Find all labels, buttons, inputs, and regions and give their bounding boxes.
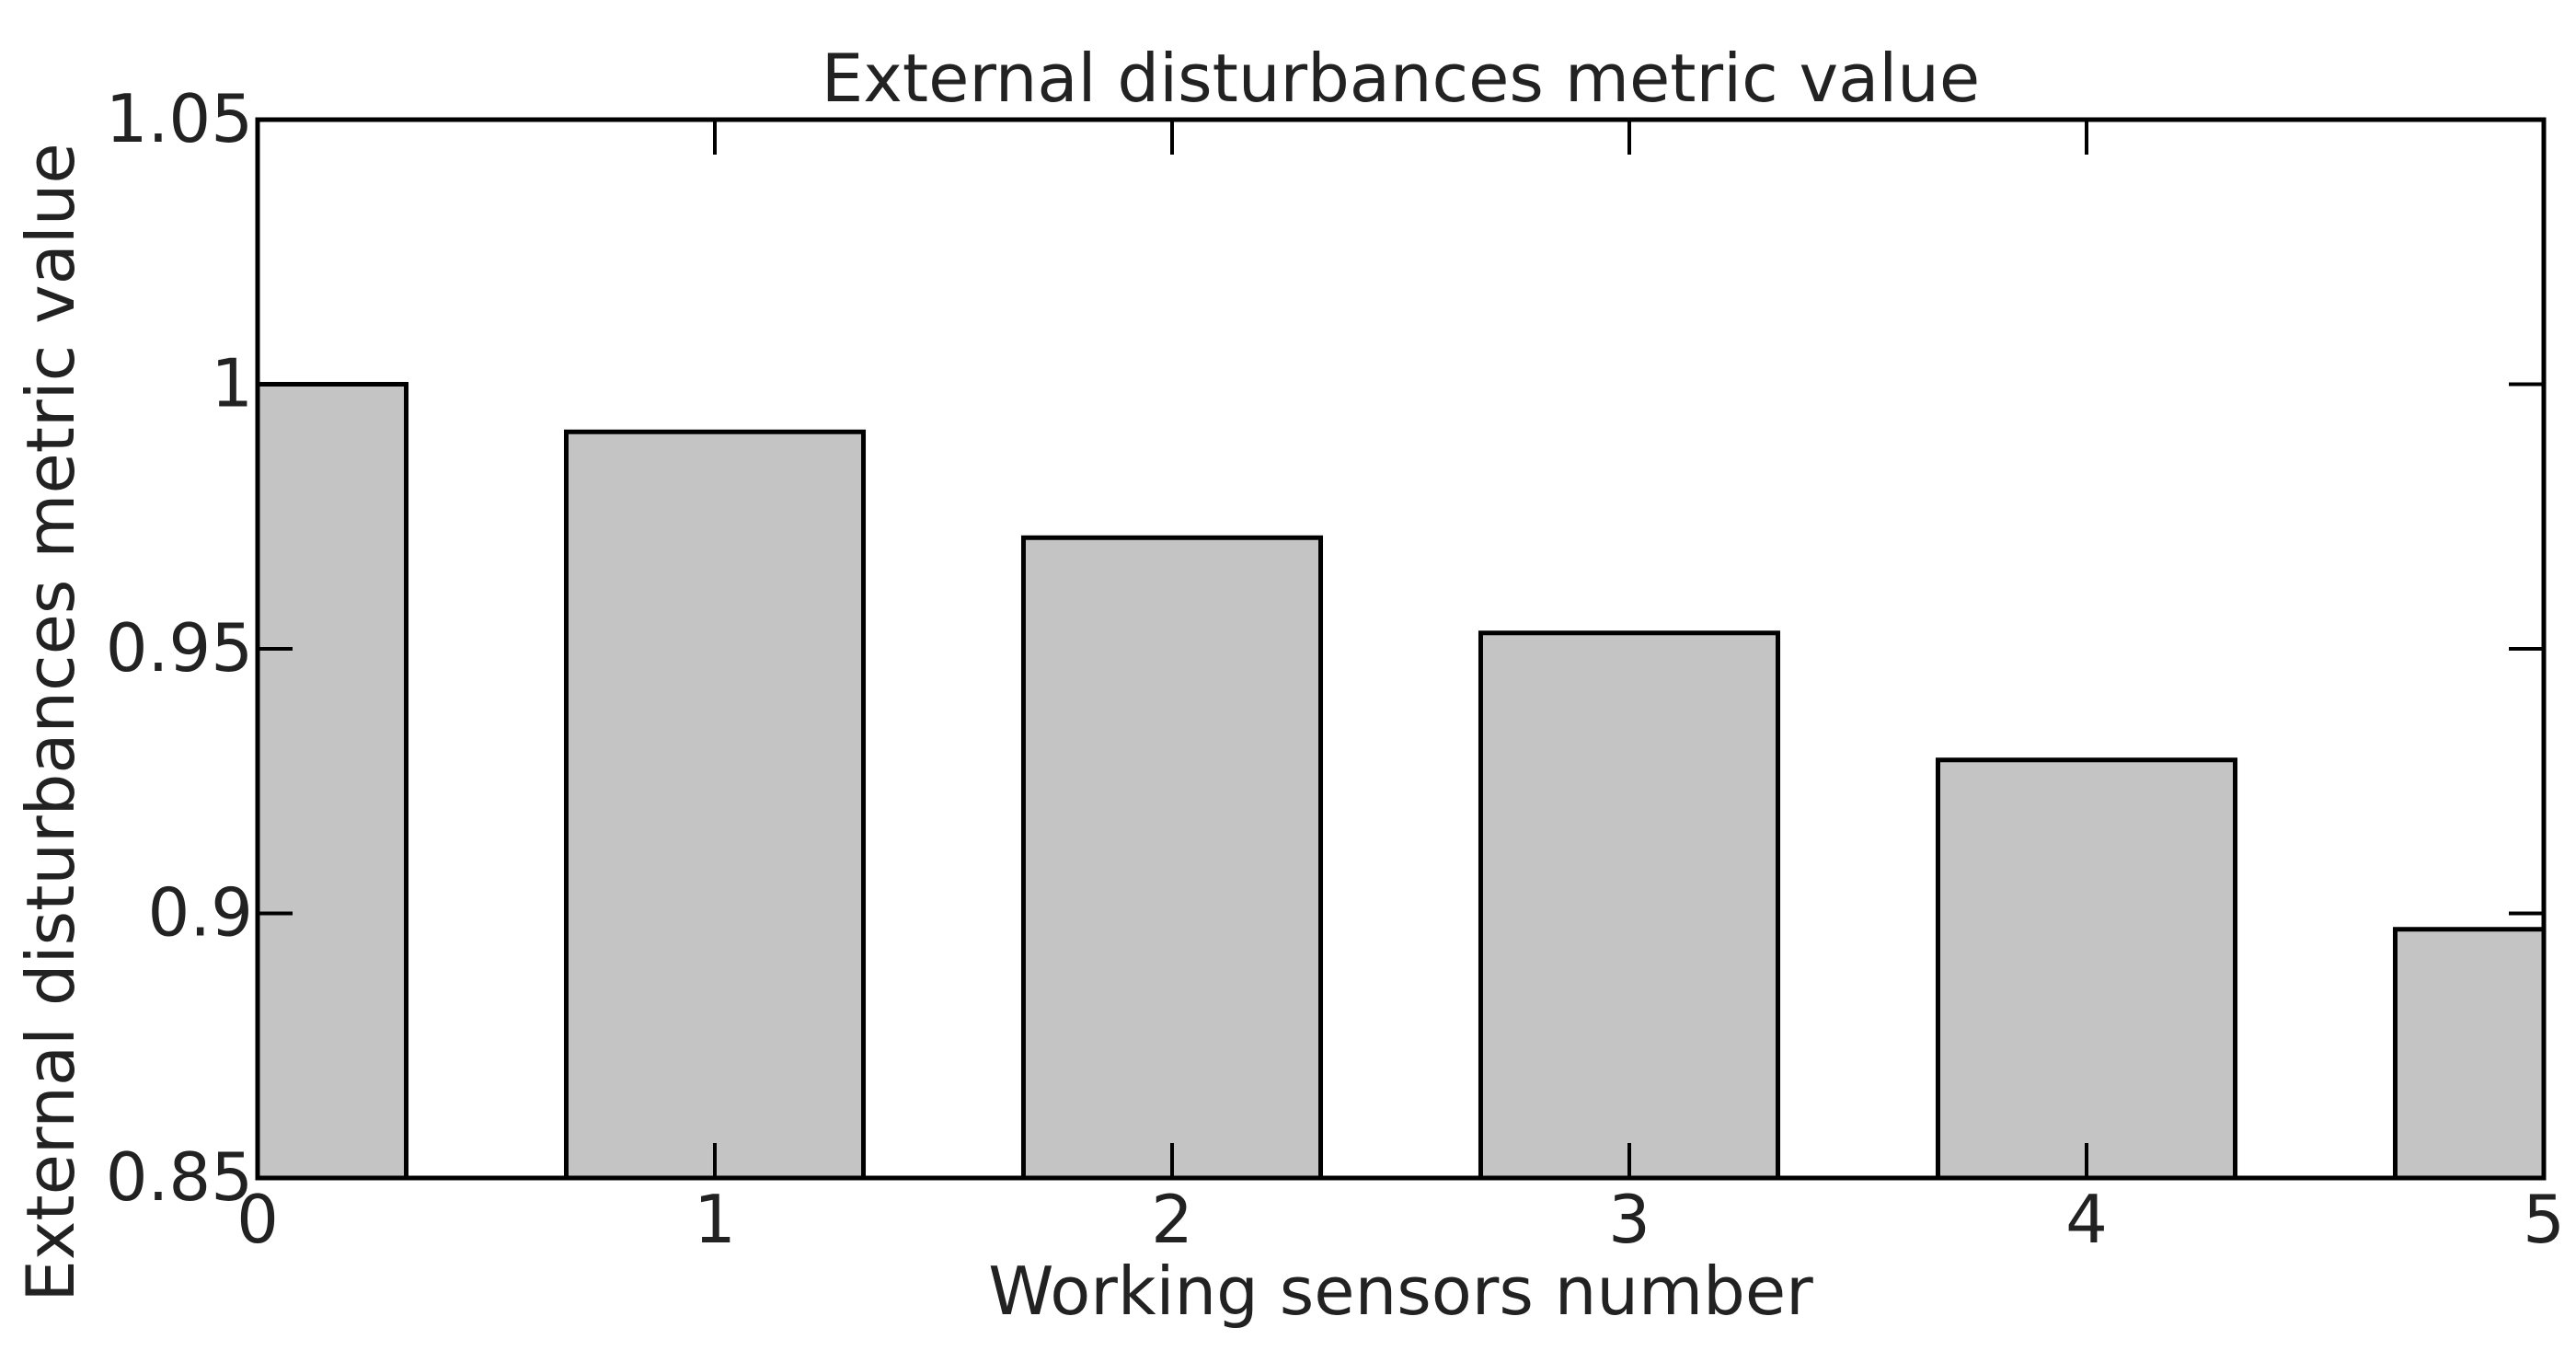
y-tick-label-2: 0.95 [106,609,253,687]
bar-5 [2392,927,2544,1178]
x-tick-label-0: 0 [236,1181,279,1258]
bars-layer [258,382,2544,1178]
x-tick-label-3: 3 [1608,1181,1650,1258]
bar-3 [1478,630,1781,1178]
y-tick-label-1: 0.9 [147,874,253,952]
plot-frame [255,117,2547,1181]
chart-title: External disturbances metric value [822,40,1980,117]
bar-0 [258,382,409,1178]
y-tick-label-0: 0.85 [106,1138,253,1216]
x-tick-label-1: 1 [694,1181,736,1258]
x-axis-label: Working sensors number [988,1253,1813,1330]
y-tick-label-4: 1.05 [106,80,253,157]
labels-layer: 0 1 2 3 4 5 0.85 0.9 0.95 1 1.05 [106,80,2565,1258]
y-axis-label: External disturbances metric value [12,143,89,1301]
x-tick-label-4: 4 [2065,1181,2108,1258]
x-tick-label-5: 5 [2523,1181,2565,1258]
bar-2 [1020,535,1324,1178]
x-tick-label-2: 2 [1151,1181,1193,1258]
bar-4 [1935,757,2238,1178]
bar-1 [563,429,867,1178]
y-tick-label-3: 1 [211,345,253,422]
